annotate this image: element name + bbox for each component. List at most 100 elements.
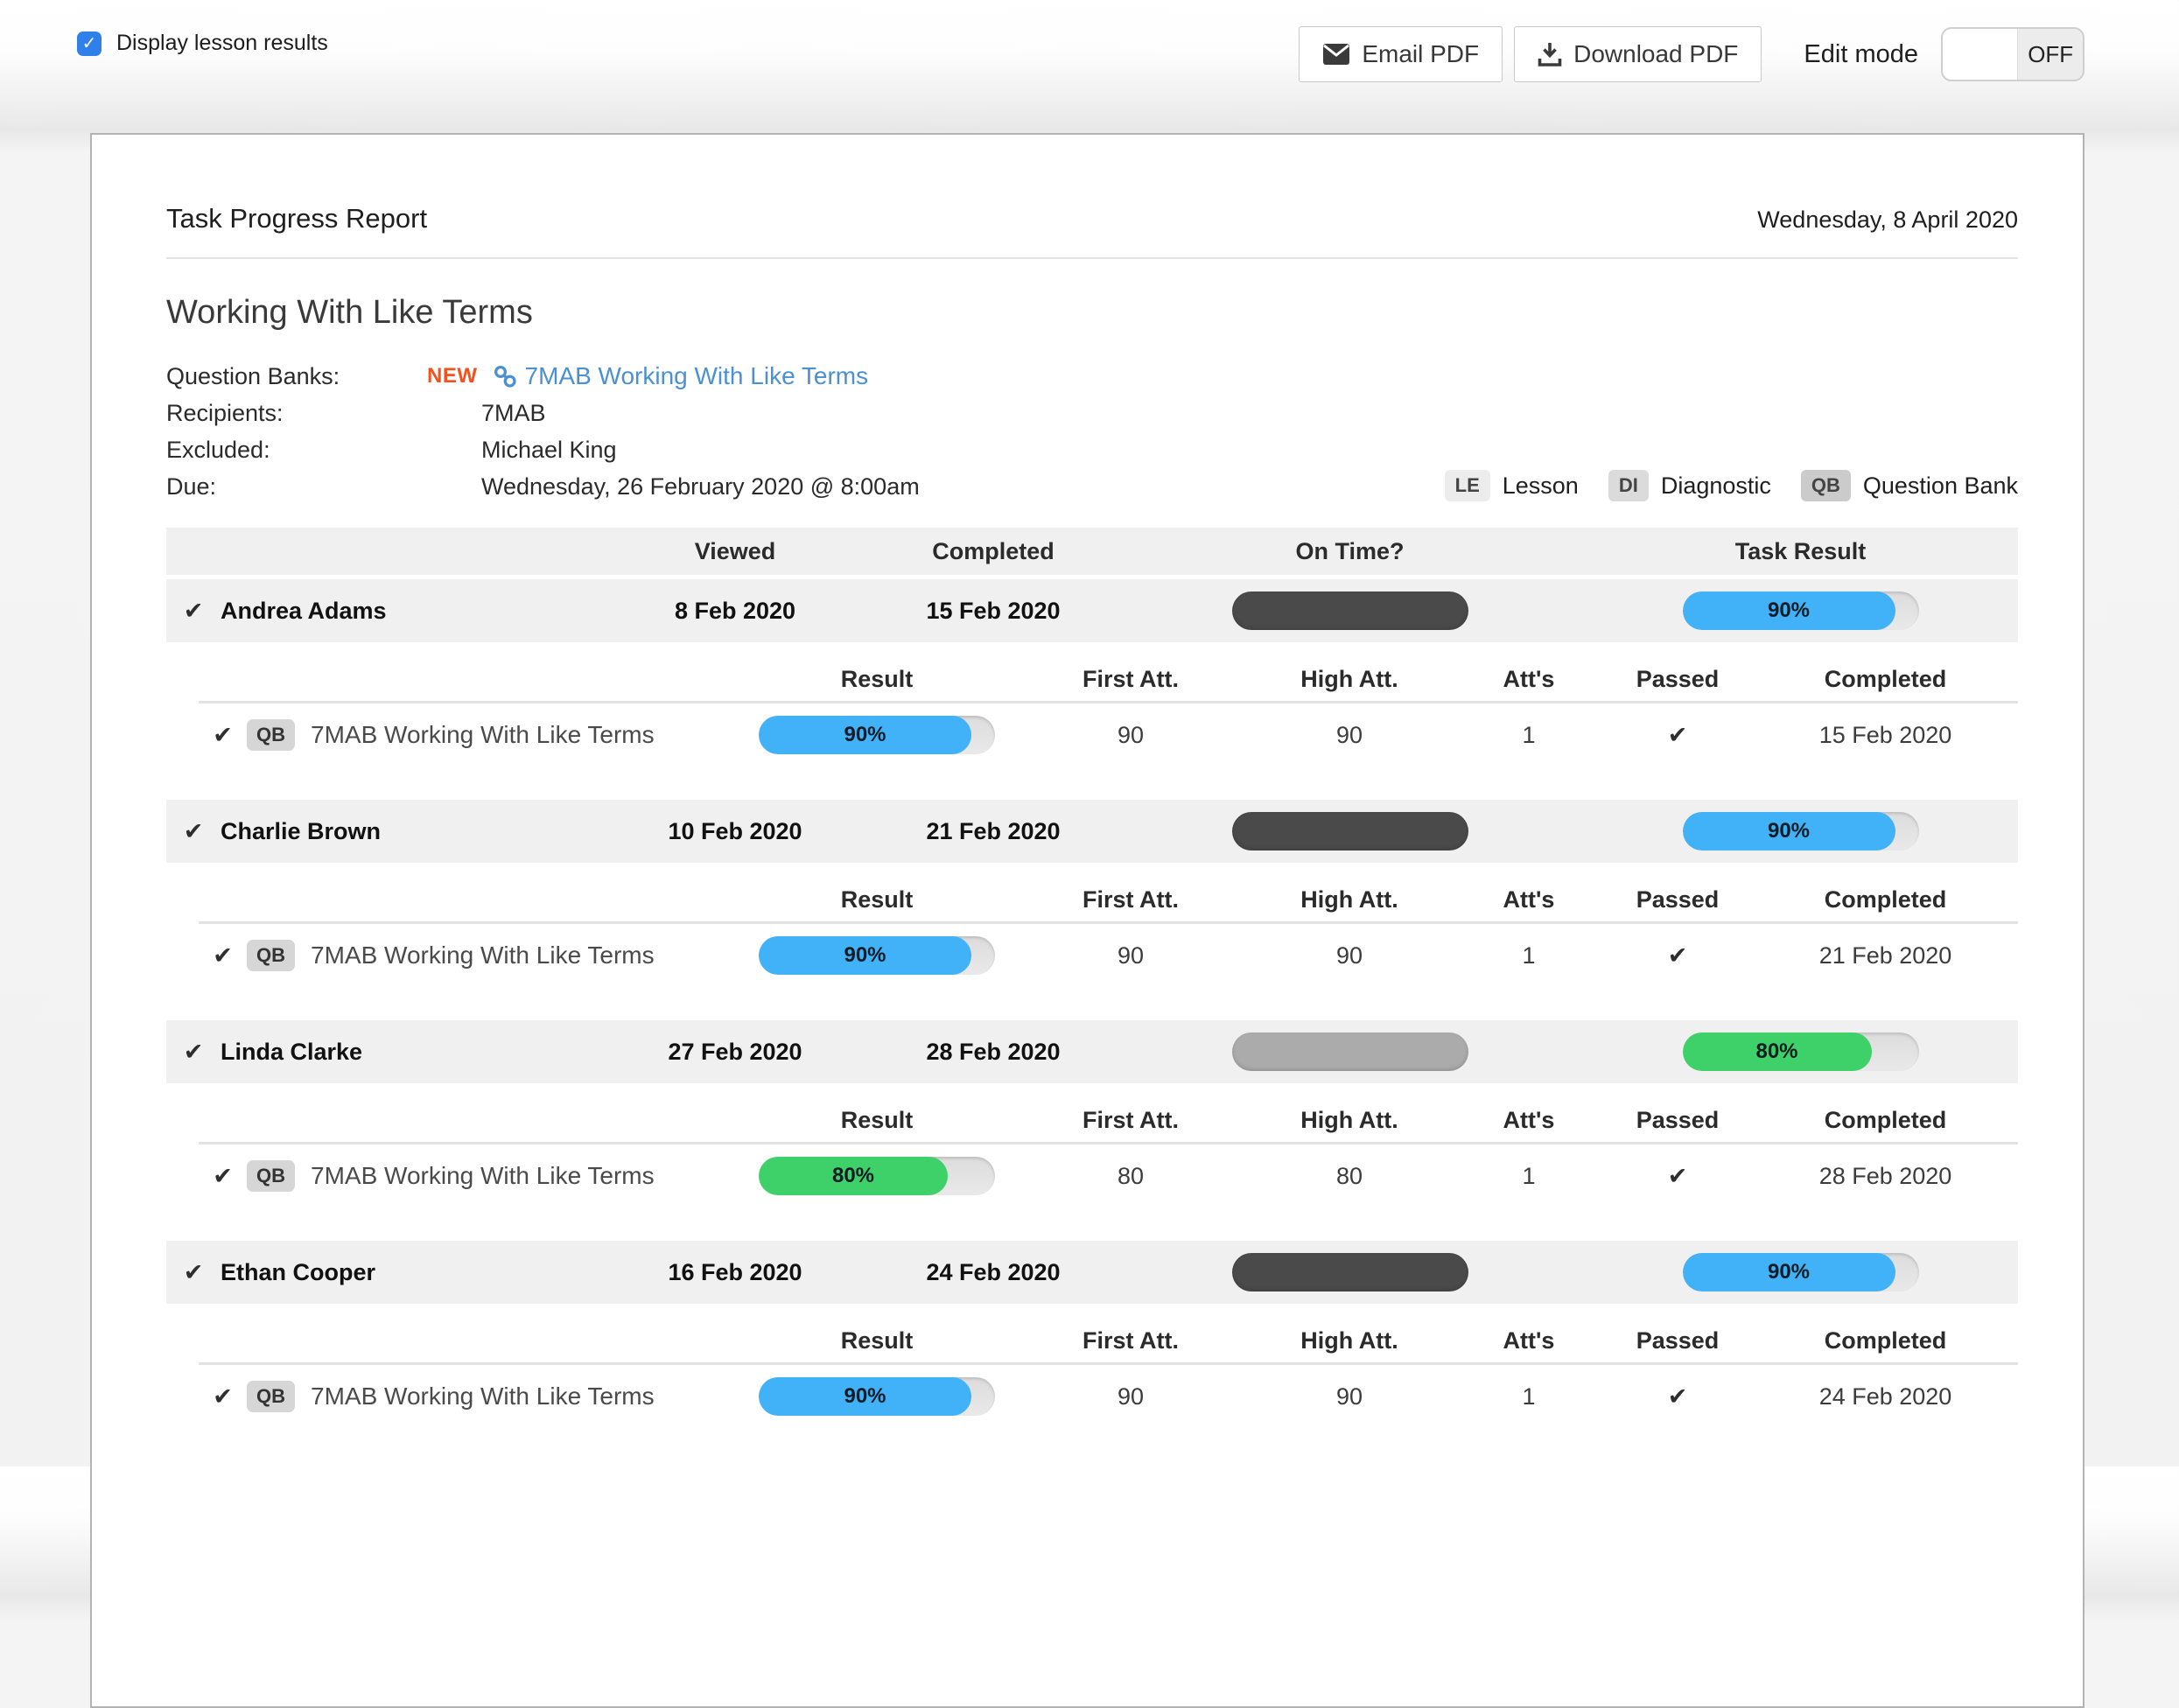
question-bank-badge: QB: [247, 1160, 295, 1192]
header-completed: Completed: [932, 537, 1054, 564]
student-name: Charlie Brown: [221, 817, 382, 844]
email-pdf-button[interactable]: Email PDF: [1299, 26, 1503, 82]
item-completed-date: 21 Feb 2020: [1818, 942, 1952, 969]
task-meta: Question Banks: NEW 7MAB Working With Li…: [166, 358, 2018, 505]
student-subtable: Result First Att. High Att. Att's Passed…: [199, 1099, 2018, 1208]
high-attempt: 80: [1335, 1162, 1363, 1189]
result-bar: 90%: [759, 936, 995, 975]
check-icon: ✔: [183, 817, 204, 844]
completed-date: 28 Feb 2020: [926, 1038, 1061, 1065]
report-header: Task Progress Report Wednesday, 8 April …: [166, 203, 2018, 259]
check-icon: ✔: [183, 597, 204, 624]
toggle-knob: [1943, 29, 2019, 80]
new-badge: NEW: [427, 364, 478, 388]
high-attempt: 90: [1335, 942, 1363, 969]
result-bar: 80%: [759, 1157, 995, 1195]
legend-diagnostic: DI Diagnostic: [1608, 470, 1771, 501]
check-icon: ✔: [213, 1382, 233, 1410]
table-header-row: Viewed Completed On Time? Task Result: [166, 528, 2018, 575]
chain-link-icon: [492, 363, 518, 389]
task-item-row: ✔ QB 7MAB Working With Like Terms 90% 90…: [199, 924, 2018, 987]
first-attempt: 80: [1117, 1162, 1145, 1189]
result-bar: 90%: [759, 716, 995, 754]
first-attempt: 90: [1117, 1382, 1145, 1410]
student-name: Ethan Cooper: [221, 1258, 376, 1285]
question-bank-badge: QB: [247, 940, 295, 971]
student-subtable: Result First Att. High Att. Att's Passed…: [199, 658, 2018, 766]
student-name: Linda Clarke: [221, 1038, 363, 1065]
student-section: ✔ Ethan Cooper 16 Feb 2020 24 Feb 2020 9…: [166, 1241, 2018, 1428]
display-lesson-results-checkbox[interactable]: ✓: [77, 31, 102, 56]
completed-date: 21 Feb 2020: [926, 817, 1061, 844]
type-legend: LE Lesson DI Diagnostic QB Question Bank: [1444, 470, 2018, 501]
question-bank-badge: QB: [247, 1381, 295, 1412]
download-pdf-button[interactable]: Download PDF: [1514, 26, 1762, 82]
header-viewed: Viewed: [694, 537, 776, 564]
header-task-result: Task Result: [1734, 537, 1867, 564]
task-title: Working With Like Terms: [166, 294, 533, 331]
question-bank-link[interactable]: 7MAB Working With Like Terms: [492, 362, 868, 390]
first-attempt: 90: [1117, 721, 1145, 748]
viewed-date: 27 Feb 2020: [668, 1038, 802, 1065]
due-value: Wednesday, 26 February 2020 @ 8:00am: [481, 472, 920, 500]
diagnostic-badge: DI: [1608, 470, 1649, 501]
attempts: 1: [1522, 721, 1536, 748]
student-row[interactable]: ✔ Linda Clarke 27 Feb 2020 28 Feb 2020 8…: [166, 1020, 2018, 1083]
report-date: Wednesday, 8 April 2020: [1757, 206, 2018, 233]
check-icon: ✔: [183, 1258, 204, 1285]
item-completed-date: 15 Feb 2020: [1818, 721, 1952, 748]
passed-check-icon: ✔: [1667, 942, 1688, 969]
header-on-time: On Time?: [1295, 537, 1405, 564]
student-subtable: Result First Att. High Att. Att's Passed…: [199, 878, 2018, 987]
on-time-pill: [1231, 1032, 1468, 1071]
email-icon: [1322, 43, 1350, 66]
high-attempt: 90: [1335, 721, 1363, 748]
item-completed-date: 24 Feb 2020: [1818, 1382, 1952, 1410]
task-item-row: ✔ QB 7MAB Working With Like Terms 90% 90…: [199, 1365, 2018, 1428]
passed-check-icon: ✔: [1667, 721, 1688, 748]
check-icon: ✔: [183, 1038, 204, 1065]
attempts: 1: [1522, 942, 1536, 969]
task-result-bar: 90%: [1682, 592, 1919, 630]
excluded-value: Michael King: [481, 436, 617, 463]
progress-table: Viewed Completed On Time? Task Result ✔ …: [166, 528, 2018, 1428]
task-item-row: ✔ QB 7MAB Working With Like Terms 80% 80…: [199, 1144, 2018, 1208]
viewed-date: 8 Feb 2020: [674, 597, 796, 624]
task-item-name: 7MAB Working With Like Terms: [311, 1382, 655, 1410]
download-icon: [1538, 42, 1562, 66]
high-attempt: 90: [1335, 1382, 1363, 1410]
result-bar: 90%: [759, 1377, 995, 1416]
item-completed-date: 28 Feb 2020: [1818, 1162, 1952, 1189]
attempts: 1: [1522, 1162, 1536, 1189]
student-row[interactable]: ✔ Andrea Adams 8 Feb 2020 15 Feb 2020 90…: [166, 579, 2018, 642]
student-row[interactable]: ✔ Charlie Brown 10 Feb 2020 21 Feb 2020 …: [166, 800, 2018, 863]
student-subtable: Result First Att. High Att. Att's Passed…: [199, 1320, 2018, 1428]
task-item-name: 7MAB Working With Like Terms: [311, 942, 655, 969]
top-toolbar: ✓ Display lesson results Email PDF Downl…: [0, 0, 2179, 131]
on-time-pill: [1231, 812, 1468, 850]
completed-date: 24 Feb 2020: [926, 1258, 1061, 1285]
viewed-date: 16 Feb 2020: [668, 1258, 802, 1285]
subtable-header-row: Result First Att. High Att. Att's Passed…: [199, 658, 2018, 704]
edit-mode-toggle[interactable]: OFF: [1941, 27, 2084, 81]
task-result-bar: 80%: [1682, 1032, 1919, 1071]
due-label: Due:: [166, 472, 217, 500]
attempts: 1: [1522, 1382, 1536, 1410]
recipients-value: 7MAB: [481, 399, 546, 426]
display-lesson-results-control[interactable]: ✓ Display lesson results: [77, 31, 328, 56]
check-icon: ✔: [213, 1162, 233, 1189]
passed-check-icon: ✔: [1667, 1162, 1688, 1189]
task-item-row: ✔ QB 7MAB Working With Like Terms 90% 90…: [199, 704, 2018, 766]
student-row[interactable]: ✔ Ethan Cooper 16 Feb 2020 24 Feb 2020 9…: [166, 1241, 2018, 1304]
passed-check-icon: ✔: [1667, 1382, 1688, 1410]
question-bank-badge: QB: [247, 719, 295, 751]
viewed-date: 10 Feb 2020: [668, 817, 802, 844]
student-section: ✔ Linda Clarke 27 Feb 2020 28 Feb 2020 8…: [166, 1020, 2018, 1208]
question-bank-badge: QB: [1800, 470, 1851, 501]
student-name: Andrea Adams: [221, 597, 387, 624]
subtable-header-row: Result First Att. High Att. Att's Passed…: [199, 878, 2018, 924]
completed-date: 15 Feb 2020: [926, 597, 1061, 624]
subtable-header-row: Result First Att. High Att. Att's Passed…: [199, 1320, 2018, 1365]
task-item-name: 7MAB Working With Like Terms: [311, 721, 655, 748]
email-pdf-label: Email PDF: [1362, 40, 1480, 67]
